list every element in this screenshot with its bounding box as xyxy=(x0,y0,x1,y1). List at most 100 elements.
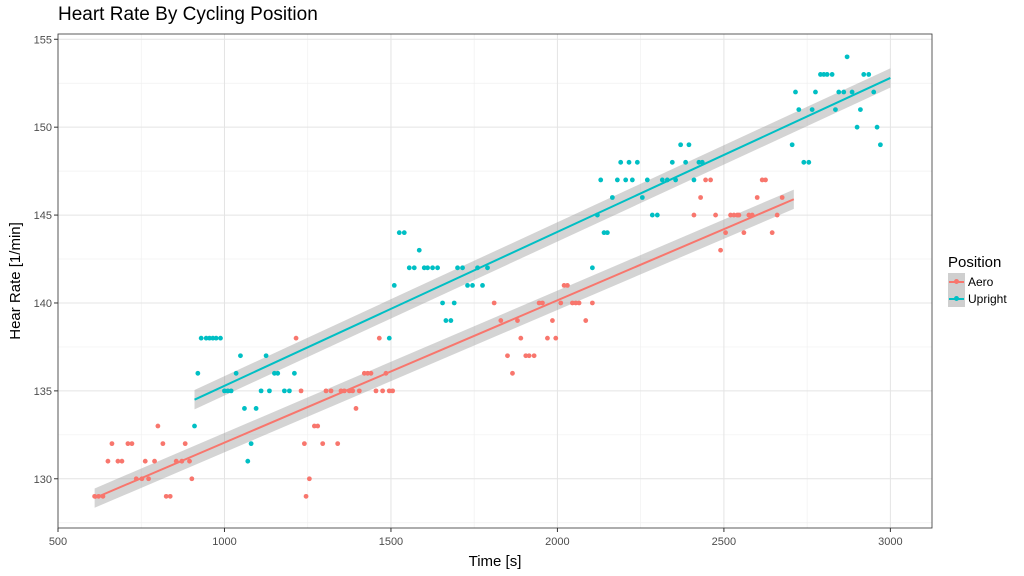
data-point-upright xyxy=(203,335,209,341)
data-point-upright xyxy=(813,89,818,95)
data-point-aero xyxy=(129,441,135,447)
data-point-aero xyxy=(365,370,371,376)
data-point-aero xyxy=(160,441,166,447)
data-point-aero xyxy=(774,212,780,218)
data-point-aero xyxy=(505,353,510,359)
data-point-aero xyxy=(306,476,312,482)
data-point-upright xyxy=(258,388,264,394)
data-point-aero xyxy=(759,177,765,183)
data-point-upright xyxy=(683,159,689,165)
plot-border xyxy=(57,33,933,529)
y-axis-title: Hear Rate [1/min] xyxy=(7,222,24,340)
data-point-upright xyxy=(448,318,454,323)
data-point-upright xyxy=(604,230,610,236)
data-point-upright xyxy=(401,230,407,236)
data-point-aero xyxy=(573,300,579,306)
data-point-upright xyxy=(485,265,490,271)
data-point-aero xyxy=(182,441,188,447)
y-tick-label: 150 xyxy=(34,122,52,134)
data-point-aero xyxy=(350,388,356,394)
data-point-upright xyxy=(198,335,204,341)
data-point-aero xyxy=(303,493,309,499)
data-point-upright xyxy=(861,72,867,77)
data-point-aero xyxy=(736,212,742,218)
data-point-aero xyxy=(754,195,760,200)
data-point-aero xyxy=(390,388,396,394)
data-point-aero xyxy=(576,300,582,306)
data-point-aero xyxy=(728,212,733,218)
data-point-upright xyxy=(589,265,595,271)
data-point-upright xyxy=(793,89,798,95)
data-point-aero xyxy=(368,370,374,376)
data-point-upright xyxy=(213,335,219,341)
data-point-upright xyxy=(275,370,281,376)
data-point-aero xyxy=(189,476,195,482)
data-point-upright xyxy=(440,300,445,306)
data-point-aero xyxy=(315,423,321,429)
data-point-upright xyxy=(854,124,860,130)
data-point-upright xyxy=(430,265,435,271)
data-point-upright xyxy=(818,72,823,77)
data-point-aero xyxy=(531,353,537,359)
data-point-upright xyxy=(789,142,795,148)
data-point-upright xyxy=(460,265,465,271)
x-tick-label: 2000 xyxy=(545,536,569,548)
data-point-aero xyxy=(119,458,125,464)
data-point-upright xyxy=(425,265,430,271)
data-point-upright xyxy=(242,406,247,411)
data-point-aero xyxy=(553,335,559,341)
data-point-aero xyxy=(328,388,334,394)
data-point-upright xyxy=(796,107,802,112)
data-point-upright xyxy=(598,177,604,183)
legend-title: Position xyxy=(948,254,1002,271)
data-point-aero xyxy=(155,423,161,429)
data-point-aero xyxy=(320,441,326,447)
data-point-upright xyxy=(225,388,231,394)
data-point-aero xyxy=(146,476,151,482)
data-point-upright xyxy=(877,142,883,148)
y-tick-label: 130 xyxy=(34,474,52,486)
data-point-aero xyxy=(125,441,131,447)
data-point-upright xyxy=(639,195,645,200)
data-point-upright xyxy=(871,89,877,95)
data-point-upright xyxy=(844,54,850,60)
data-point-upright xyxy=(696,159,702,165)
data-point-aero xyxy=(498,318,504,323)
data-point-upright xyxy=(272,370,277,376)
data-point-aero xyxy=(311,423,317,429)
data-point-upright xyxy=(443,318,449,323)
data-point-aero xyxy=(163,493,169,499)
data-point-aero xyxy=(380,388,386,394)
data-point-aero xyxy=(526,353,532,359)
data-point-aero xyxy=(187,458,192,464)
legend-key-upright xyxy=(948,290,965,307)
data-point-aero xyxy=(691,212,697,218)
data-point-upright xyxy=(678,142,684,148)
data-point-aero xyxy=(763,177,768,183)
data-point-upright xyxy=(618,159,624,165)
data-point-aero xyxy=(335,441,341,447)
data-point-upright xyxy=(849,89,855,95)
data-point-upright xyxy=(644,177,650,183)
data-point-upright xyxy=(411,265,417,271)
data-point-aero xyxy=(152,458,157,464)
data-point-aero xyxy=(376,335,382,341)
y-tick-label: 155 xyxy=(34,34,52,46)
data-point-aero xyxy=(142,458,148,464)
data-point-aero xyxy=(109,441,115,447)
data-point-aero xyxy=(361,370,367,376)
data-point-aero xyxy=(565,282,570,288)
data-point-aero xyxy=(540,300,545,306)
chart-title: Heart Rate By Cycling Position xyxy=(58,4,318,25)
data-point-upright xyxy=(282,388,287,394)
x-tick-label: 1000 xyxy=(212,536,236,548)
data-point-aero xyxy=(550,318,555,323)
data-point-aero xyxy=(353,406,359,411)
data-point-aero xyxy=(298,388,304,394)
data-point-upright xyxy=(659,177,665,183)
data-point-aero xyxy=(731,212,737,218)
data-point-upright xyxy=(809,107,815,112)
data-point-aero xyxy=(583,318,589,323)
data-point-upright xyxy=(416,247,422,253)
data-point-upright xyxy=(480,282,485,288)
